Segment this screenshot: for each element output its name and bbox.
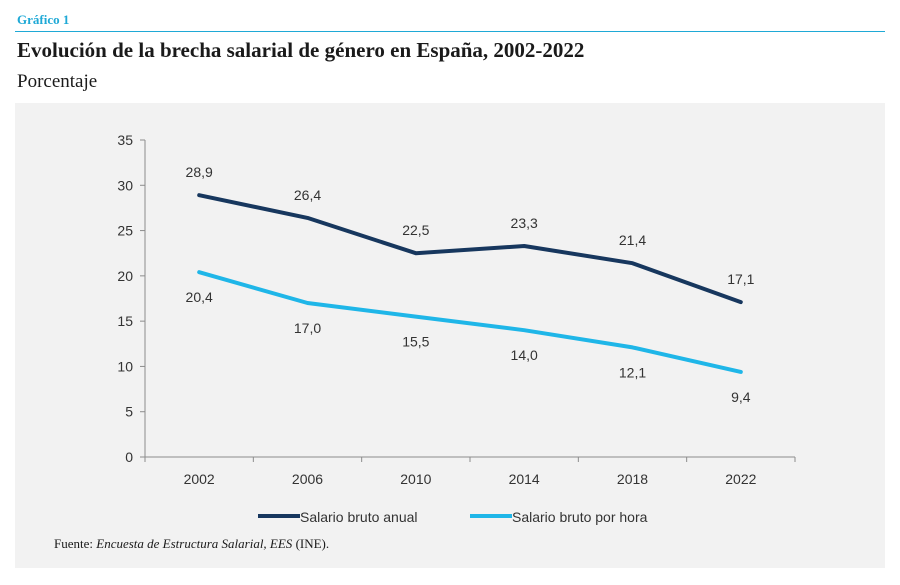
header-rule	[15, 31, 885, 32]
data-label: 22,5	[402, 222, 429, 238]
x-tick-label: 2010	[400, 471, 431, 487]
legend-label: Salario bruto anual	[300, 509, 418, 525]
chart-series	[197, 193, 743, 374]
series-line	[197, 193, 743, 305]
data-label: 23,3	[511, 215, 538, 231]
data-label: 17,1	[727, 271, 754, 287]
chart-panel	[15, 103, 885, 568]
data-label: 12,1	[619, 364, 646, 380]
y-tick-label: 0	[125, 449, 133, 465]
source-prefix: Fuente:	[54, 536, 97, 551]
data-label: 15,5	[402, 334, 429, 350]
x-tick-label: 2014	[509, 471, 540, 487]
data-label: 28,9	[186, 164, 213, 180]
x-tick-label: 2018	[617, 471, 648, 487]
data-label: 14,0	[511, 347, 538, 363]
y-tick-label: 10	[117, 358, 133, 374]
data-label: 21,4	[619, 232, 646, 248]
chart-axes: 0 5 10 15 20 25 30 35 2002 2006 2010 2014 2018 2022	[117, 132, 796, 487]
chart-title: Evolución de la brecha salarial de géner…	[17, 38, 585, 62]
chart-legend: Salario bruto anual Salario bruto por hor…	[258, 509, 648, 525]
chart-kicker: Gráfico 1	[17, 12, 70, 27]
y-tick-label: 25	[117, 223, 133, 239]
data-label: 9,4	[731, 389, 751, 405]
y-tick-label: 20	[117, 268, 133, 284]
x-tick-label: 2002	[184, 471, 215, 487]
source-suffix: (INE).	[292, 536, 330, 551]
y-tick-label: 15	[117, 313, 133, 329]
series-line	[197, 270, 743, 374]
y-tick-label: 35	[117, 132, 133, 148]
source-survey: Encuesta de Estructura Salarial, EES	[96, 536, 293, 551]
data-label: 17,0	[294, 320, 321, 336]
source-note: Fuente: Encuesta de Estructura Salarial,…	[54, 536, 329, 552]
y-tick-label: 5	[125, 404, 133, 420]
chart-data-labels: 28,9 26,4 22,5 23,3 21,4 17,1 20,4 17,0 15,5 14,0…	[186, 164, 755, 405]
data-label: 20,4	[186, 289, 213, 305]
y-tick-label: 30	[117, 177, 133, 193]
x-tick-label: 2022	[725, 471, 756, 487]
data-label: 26,4	[294, 187, 321, 203]
legend-label: Salario bruto por hora	[512, 509, 648, 525]
x-tick-label: 2006	[292, 471, 323, 487]
chart-subtitle: Porcentaje	[17, 71, 98, 92]
